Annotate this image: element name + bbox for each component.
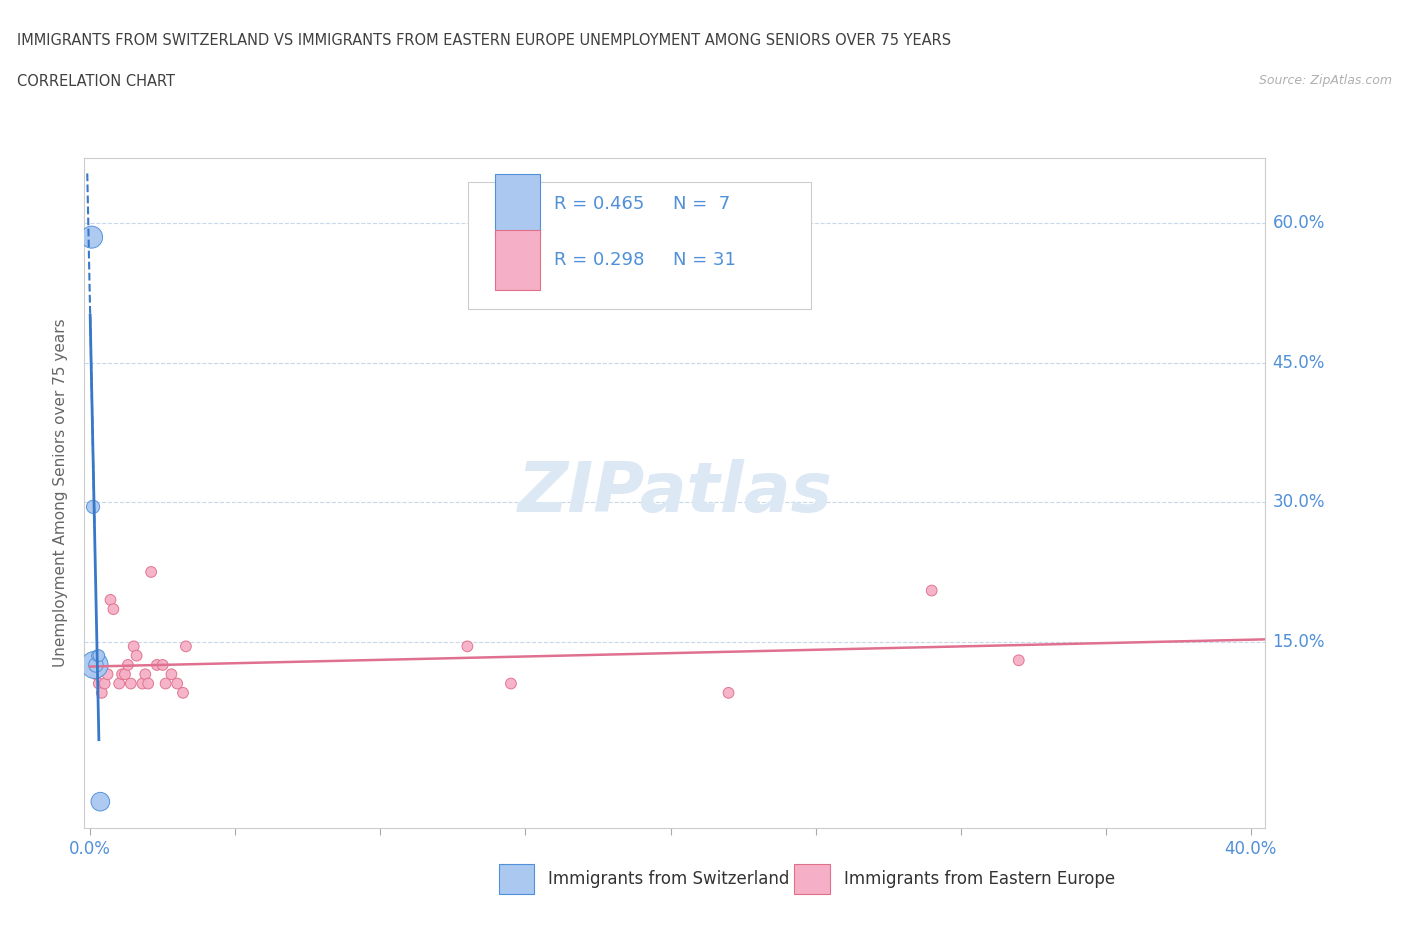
Point xyxy=(100,592,122,607)
Point xyxy=(80,230,103,245)
Point xyxy=(87,648,110,663)
Text: R = 0.465: R = 0.465 xyxy=(554,194,645,213)
Point xyxy=(155,676,177,691)
Point xyxy=(117,658,139,672)
Point xyxy=(86,648,108,663)
Point xyxy=(456,639,478,654)
Text: 45.0%: 45.0% xyxy=(1272,353,1324,372)
Point xyxy=(82,499,104,514)
Text: 30.0%: 30.0% xyxy=(1272,493,1324,512)
Text: N = 31: N = 31 xyxy=(672,251,735,270)
Point xyxy=(1008,653,1031,668)
Text: 60.0%: 60.0% xyxy=(1272,214,1324,232)
Text: ZIPatlas: ZIPatlas xyxy=(517,459,832,526)
Point xyxy=(125,648,148,663)
Point xyxy=(172,685,194,700)
Text: N =  7: N = 7 xyxy=(672,194,730,213)
Point xyxy=(717,685,740,700)
Point xyxy=(97,667,120,682)
Point xyxy=(499,676,522,691)
Point xyxy=(146,658,169,672)
Point xyxy=(90,685,112,700)
Text: Immigrants from Eastern Europe: Immigrants from Eastern Europe xyxy=(844,870,1115,888)
Point xyxy=(134,667,156,682)
Point xyxy=(139,565,162,579)
FancyBboxPatch shape xyxy=(495,230,540,290)
Point xyxy=(122,639,145,654)
Point xyxy=(921,583,943,598)
Text: CORRELATION CHART: CORRELATION CHART xyxy=(17,74,174,89)
Point xyxy=(120,676,142,691)
Text: IMMIGRANTS FROM SWITZERLAND VS IMMIGRANTS FROM EASTERN EUROPE UNEMPLOYMENT AMONG: IMMIGRANTS FROM SWITZERLAND VS IMMIGRANT… xyxy=(17,33,950,47)
FancyBboxPatch shape xyxy=(468,181,811,309)
Point xyxy=(114,667,136,682)
Text: Immigrants from Switzerland: Immigrants from Switzerland xyxy=(548,870,790,888)
Text: R = 0.298: R = 0.298 xyxy=(554,251,645,270)
Y-axis label: Unemployment Among Seniors over 75 years: Unemployment Among Seniors over 75 years xyxy=(53,319,69,667)
Point xyxy=(174,639,197,654)
Point xyxy=(131,676,153,691)
FancyBboxPatch shape xyxy=(495,174,540,233)
Point xyxy=(108,676,131,691)
Point xyxy=(103,602,125,617)
Point xyxy=(93,676,115,691)
Text: Source: ZipAtlas.com: Source: ZipAtlas.com xyxy=(1258,74,1392,87)
Text: 15.0%: 15.0% xyxy=(1272,632,1324,651)
Point xyxy=(84,667,107,682)
Point xyxy=(83,658,105,672)
Point xyxy=(136,676,159,691)
Point xyxy=(152,658,174,672)
Point xyxy=(160,667,183,682)
Point xyxy=(84,658,107,672)
Point xyxy=(166,676,188,691)
Point xyxy=(82,658,104,672)
Point xyxy=(87,676,110,691)
Point xyxy=(89,794,111,809)
Point xyxy=(111,667,134,682)
